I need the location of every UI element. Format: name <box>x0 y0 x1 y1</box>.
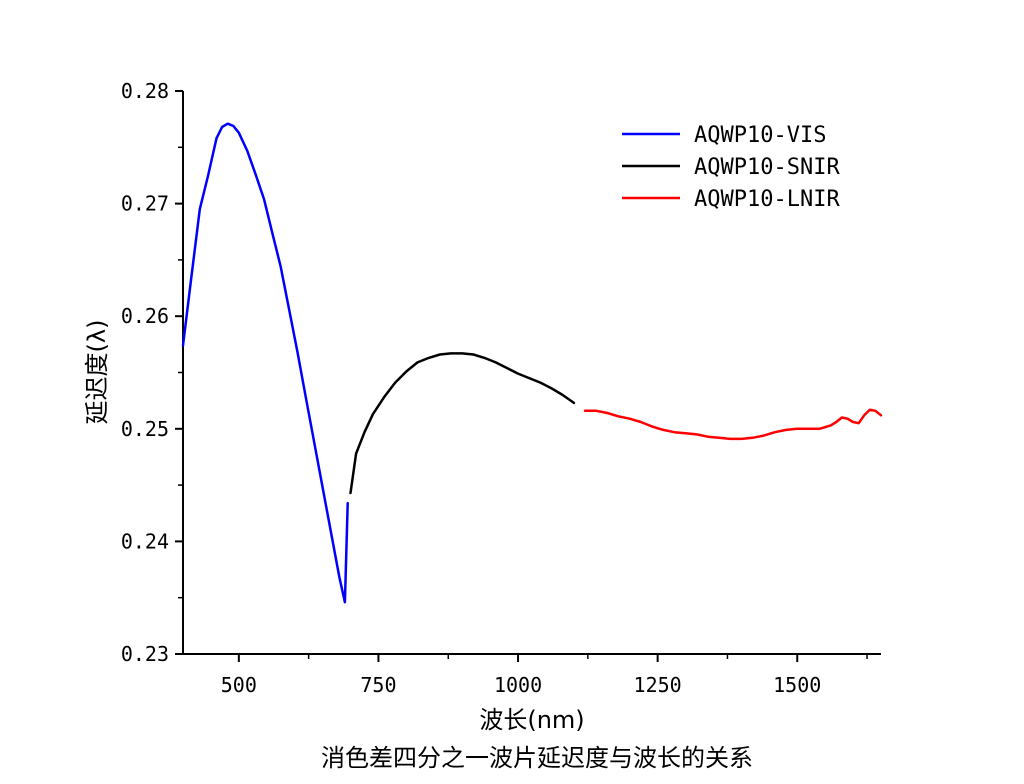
x-tick-label: 750 <box>360 673 396 697</box>
x-tick-label: 500 <box>221 673 257 697</box>
y-tick-label: 0.25 <box>121 417 169 441</box>
series-line-aqwp10-vis <box>181 122 349 604</box>
y-tick-label: 0.24 <box>121 529 169 553</box>
legend-label: AQWP10-VIS <box>694 123 826 148</box>
y-axis-ticks: 0.23 0.24 0.25 0.26 0.27 0.28 <box>121 79 183 666</box>
legend-label: AQWP10-SNIR <box>694 155 840 180</box>
series-layer <box>181 122 883 604</box>
legend-item: AQWP10-SNIR <box>622 155 840 180</box>
series-line-aqwp10-snir <box>349 352 576 495</box>
chart-title: 消色差四分之一波片延迟度与波长的关系 <box>321 744 753 772</box>
x-axis-ticks: 500 750 1000 1250 1500 <box>221 654 868 697</box>
plot-area: 500 750 1000 1250 1500 0.230.240.250.260.270… <box>121 79 883 697</box>
x-tick-label: 1500 <box>773 673 821 697</box>
y-tick-label: 0.26 <box>121 304 169 328</box>
legend: AQWP10-VIS AQWP10-SNIR AQWP10-LNIR <box>622 123 840 212</box>
x-tick-label: 1000 <box>494 673 542 697</box>
legend-item: AQWP10-VIS <box>622 123 826 148</box>
legend-label: AQWP10-LNIR <box>694 187 840 212</box>
y-tick-label: 0.23 <box>121 642 169 666</box>
y-tick-label: 0.27 <box>121 192 169 216</box>
legend-item: AQWP10-LNIR <box>622 187 840 212</box>
series-line-aqwp10-lnir <box>583 408 883 441</box>
y-axis-label: 延迟度(λ) <box>83 320 111 425</box>
y-tick-label: 0.28 <box>121 79 169 103</box>
x-tick-label: 1250 <box>634 673 682 697</box>
x-axis-label: 波长(nm) <box>479 706 584 734</box>
